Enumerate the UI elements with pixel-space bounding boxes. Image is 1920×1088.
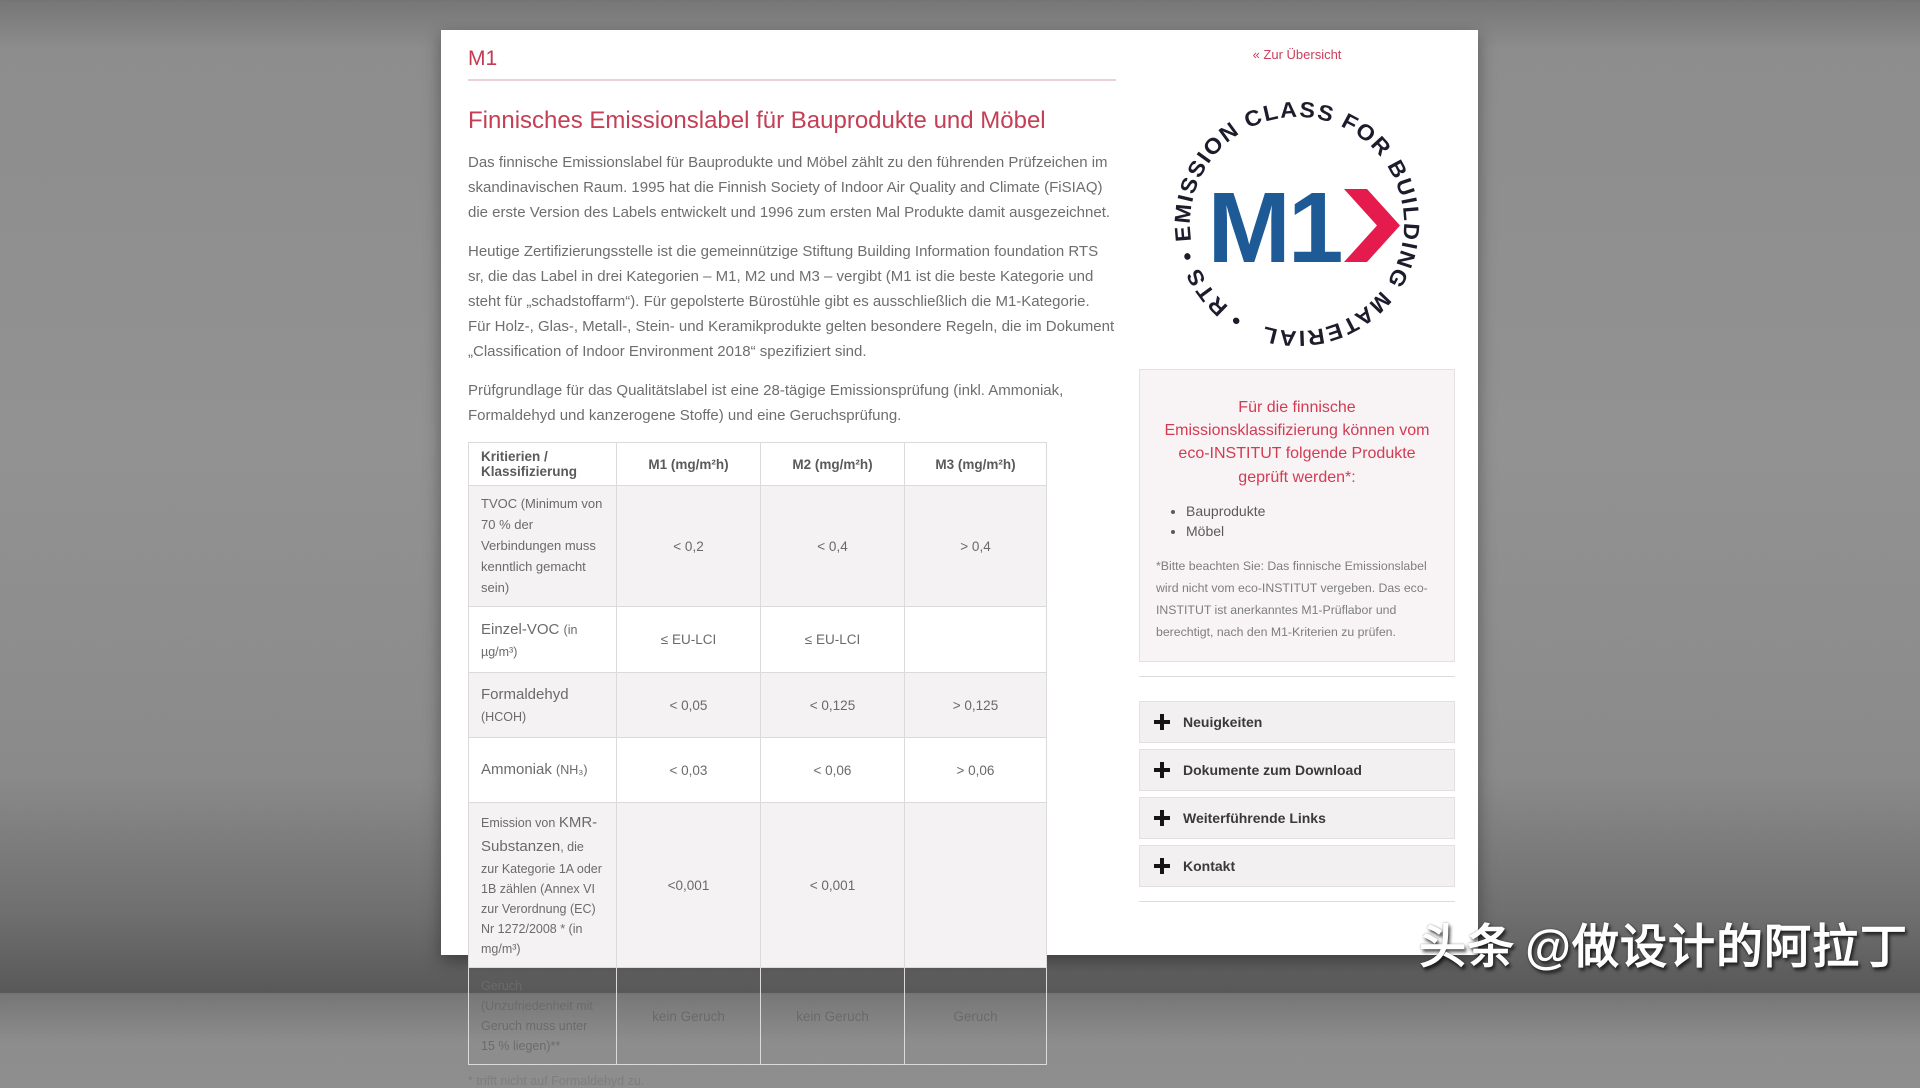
cell-value [904,606,1047,674]
table-row-einzel-voc: Einzel-VOC (in µg/m³) ≤ EU-LCI ≤ EU-LCI [468,606,1047,674]
accordion-label: Weiterführende Links [1183,810,1326,827]
table-row-geruch: Geruch (Unzufriedenheit mit Geruch muss … [468,967,1047,1066]
title-divider [468,79,1116,82]
watermark-handle: @做设计的阿拉丁 [1525,920,1908,973]
intro-paragraph-1: Das finnische Emissionslabel für Bauprod… [468,154,1111,222]
table-row-formaldehyd: Formaldehyd (HCOH) < 0,05 < 0,125 > 0,12… [468,672,1047,739]
info-box: Für die finnische Emissionsklassifizieru… [1139,369,1455,663]
row-label: Formaldehyd [481,686,569,704]
content-card: M1 Finnisches Emissionslabel für Bauprod… [441,30,1478,1088]
list-item: Möbel [1186,523,1438,539]
sidebar-divider-bottom [1139,901,1455,903]
accordion-label: Dokumente zum Download [1183,762,1362,779]
row-label: Geruch (Unzufriedenheit mit Geruch muss … [481,979,593,1054]
plus-icon [1154,810,1170,827]
cell-value: < 0,001 [760,802,905,969]
m1-logo-svg: • RTS • EMISSION CLASS FOR BUILDING MATE… [1170,97,1423,352]
section-heading: Finnisches Emissionslabel für Bauprodukt… [468,107,1046,135]
cell-value: > 0,06 [904,737,1047,804]
accordion-label: Neuigkeiten [1183,714,1263,731]
accordion-item-dokumente[interactable]: Dokumente zum Download [1139,749,1455,792]
main-content: M1 Finnisches Emissionslabel für Bauprod… [468,30,1116,1088]
row-label: Einzel-VOC [481,620,564,638]
row-label: Ammoniak [481,761,557,779]
info-box-note: *Bitte beachten Sie: Das finnische Emiss… [1156,558,1428,640]
cell-value: < 0,03 [616,737,761,804]
plus-icon [1154,858,1170,875]
sidebar-divider-top [1139,676,1455,678]
column-header-m1: M1 (mg/m²h) [616,442,761,487]
column-header-m2: M2 (mg/m²h) [760,442,905,487]
cell-value: < 0,4 [760,485,905,608]
column-header-criteria: Kritierien / Klassifizierung [468,442,617,487]
table-row-kmr: Emission von KMR-Substanzen, die zur Kat… [468,802,1047,969]
table-row-tvoc: TVOC (Minimum von 70 % der Verbindungen … [468,485,1047,608]
accordion-item-neuigkeiten[interactable]: Neuigkeiten [1139,701,1455,744]
cell-value: < 0,2 [616,485,761,608]
accordion-item-kontakt[interactable]: Kontakt [1139,845,1455,888]
accordion-item-links[interactable]: Weiterführende Links [1139,797,1455,840]
accordion-label: Kontakt [1183,858,1236,875]
row-label: Emission von [481,816,559,831]
intro-paragraph-3: Prüfgrundlage für das Qualitätslabel ist… [468,382,1064,425]
criteria-table: Kritierien / Klassifizierung M1 (mg/m²h)… [468,442,1047,1066]
cell-value: > 0,4 [904,485,1047,608]
cell-value: kein Geruch [760,967,905,1066]
cell-value: < 0,06 [760,737,905,804]
watermark-brand: 头条 [1419,920,1516,973]
cell-value: ≤ EU-LCI [760,606,905,674]
intro-paragraph-2: Heutige Zertifizierungsstelle ist die ge… [468,243,1115,361]
row-label: TVOC (Minimum von 70 % der Verbindungen … [481,496,603,595]
page-title: M1 [468,47,498,70]
m1-logo: • RTS • EMISSION CLASS FOR BUILDING MATE… [1167,94,1427,354]
table-footnote: * trifft nicht auf Formaldehyd zu. [468,1074,645,1088]
accordion-group: Neuigkeiten Dokumente zum Download Weite… [1139,701,1455,888]
table-row-ammoniak: Ammoniak (NH₃) < 0,03 < 0,06 > 0,06 [468,737,1047,804]
plus-icon [1154,714,1170,731]
cell-value [904,802,1047,969]
cell-value: > 0,125 [904,672,1047,739]
column-header-m3: M3 (mg/m²h) [904,442,1047,487]
logo-center-text: M1 [1208,172,1341,284]
info-box-heading: Für die finnische Emissionsklassifizieru… [1164,399,1430,486]
logo-chevron-icon [1344,189,1400,262]
cell-value: Geruch [904,967,1047,1066]
cell-value: <0,001 [616,802,761,969]
plus-icon [1154,762,1170,779]
cell-value: < 0,125 [760,672,905,739]
cell-value: < 0,05 [616,672,761,739]
watermark: 头条 @做设计的阿拉丁 [1419,908,1908,977]
cell-value: kein Geruch [616,967,761,1066]
back-link[interactable]: « Zur Übersicht [1252,47,1342,62]
list-item: Bauprodukte [1186,503,1438,519]
product-list: Bauprodukte Möbel [1156,503,1438,539]
sidebar: « Zur Übersicht • RTS • EMISSION CLASS F… [1139,30,1455,903]
table-header-row: Kritierien / Klassifizierung M1 (mg/m²h)… [468,442,1047,487]
cell-value: ≤ EU-LCI [616,606,761,674]
